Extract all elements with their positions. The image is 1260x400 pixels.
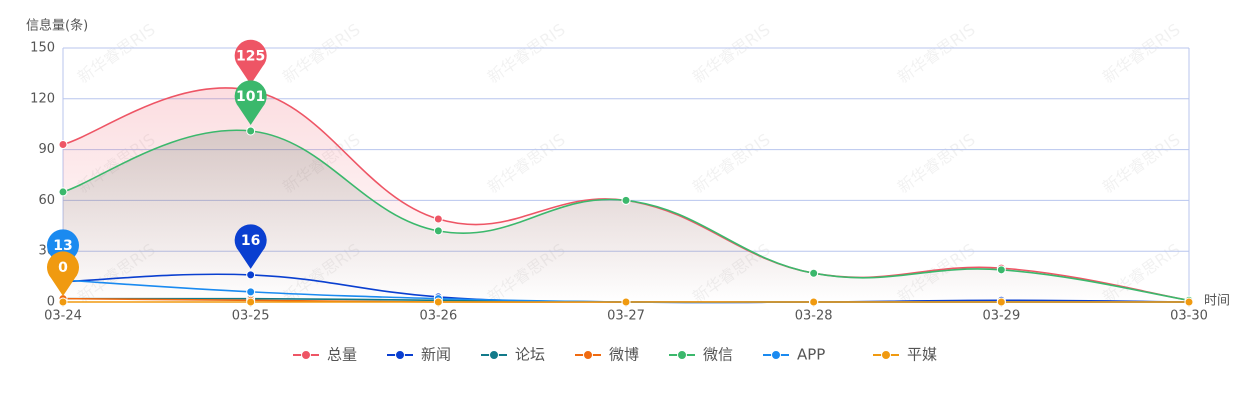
- x-tick-label: 03-27: [607, 309, 645, 324]
- legend-item: 平媒: [873, 346, 937, 364]
- markpoint-label: 16: [241, 233, 260, 249]
- markpoint-pin: [234, 39, 267, 85]
- watermark: 新华睿思RIS: [1099, 20, 1184, 87]
- markpoint-label: 13: [53, 238, 72, 254]
- watermark: 新华睿思RIS: [484, 20, 569, 87]
- legend-label: 论坛: [515, 346, 545, 364]
- watermark: 新华睿思RIS: [894, 20, 979, 87]
- legend-dot: [881, 350, 891, 360]
- legend-item: 论坛: [481, 346, 545, 364]
- point: [246, 297, 256, 307]
- x-tick-label: 03-28: [795, 309, 833, 324]
- watermark: 新华睿思RIS: [894, 130, 979, 197]
- point: [58, 187, 68, 197]
- x-axis-title: 时间: [1204, 294, 1230, 309]
- y-tick-label: 0: [47, 295, 55, 310]
- point: [996, 265, 1006, 275]
- legend-item: 微信: [669, 346, 733, 364]
- legend-label: 总量: [327, 346, 357, 364]
- markpoint: 101: [234, 80, 267, 125]
- point: [621, 195, 631, 205]
- x-tick-label: 03-24: [44, 309, 82, 324]
- markpoint: 0: [47, 251, 79, 296]
- markpoint-pin: [234, 80, 267, 125]
- y-tick-label: 150: [30, 41, 55, 56]
- legend-item: 总量: [293, 346, 357, 364]
- area: [63, 130, 1189, 302]
- markpoint-pin: [234, 224, 267, 269]
- legend-item: APP: [763, 346, 825, 364]
- watermark: 新华睿思RIS: [689, 130, 774, 197]
- legend-dot: [583, 350, 593, 360]
- x-tick-label: 03-29: [982, 309, 1020, 324]
- markpoint-label: 101: [236, 89, 265, 105]
- legend-dot: [395, 350, 405, 360]
- point: [246, 126, 256, 136]
- markpoint: 125: [234, 39, 267, 85]
- markpoint-label: 0: [58, 260, 68, 276]
- point: [1184, 297, 1194, 307]
- markpoint: 16: [234, 224, 267, 269]
- watermark: 新华睿思RIS: [1099, 130, 1184, 197]
- point: [58, 140, 68, 150]
- point: [433, 297, 443, 307]
- legend-dot: [301, 350, 311, 360]
- x-tick-label: 03-25: [232, 309, 270, 324]
- markpoint-label: 125: [236, 48, 265, 64]
- legend-dot: [677, 350, 687, 360]
- legend-label: 微博: [609, 346, 639, 364]
- point: [621, 297, 631, 307]
- point: [246, 287, 256, 297]
- legend-dot: [771, 350, 781, 360]
- point: [433, 226, 443, 236]
- point: [809, 297, 819, 307]
- point: [246, 270, 256, 280]
- legend-label: 新闻: [421, 346, 451, 364]
- watermark: 新华睿思RIS: [484, 130, 569, 197]
- watermark: 新华睿思RIS: [279, 20, 364, 87]
- y-tick-label: 60: [38, 193, 55, 208]
- markpoint-pin: [47, 251, 79, 296]
- watermark: 新华睿思RIS: [689, 20, 774, 87]
- legend-label: 微信: [703, 346, 733, 364]
- legend-item: 微博: [575, 346, 639, 364]
- legend-label: APP: [797, 346, 825, 364]
- point: [809, 268, 819, 278]
- y-tick-label: 120: [30, 91, 55, 106]
- legend-item: 新闻: [387, 346, 451, 364]
- y-tick-label: 90: [38, 142, 55, 157]
- y-axis-title: 信息量(条): [26, 18, 88, 34]
- x-tick-label: 03-26: [419, 309, 457, 324]
- legend-dot: [489, 350, 499, 360]
- legend-label: 平媒: [907, 346, 937, 364]
- point: [433, 214, 443, 224]
- point: [996, 297, 1006, 307]
- x-tick-label: 03-30: [1170, 309, 1208, 324]
- point: [58, 297, 68, 307]
